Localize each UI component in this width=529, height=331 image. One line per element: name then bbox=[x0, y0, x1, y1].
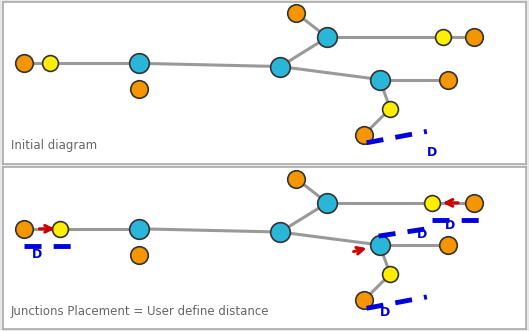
Text: D: D bbox=[427, 146, 437, 159]
Point bbox=[291, 10, 300, 16]
Point bbox=[428, 200, 436, 206]
Point bbox=[56, 226, 65, 231]
Point bbox=[386, 106, 395, 111]
Point bbox=[134, 87, 143, 92]
Text: D: D bbox=[416, 228, 426, 241]
Point bbox=[323, 200, 332, 206]
Point bbox=[360, 298, 368, 303]
Point bbox=[291, 176, 300, 181]
Point bbox=[20, 226, 28, 231]
Text: Initial diagram: Initial diagram bbox=[11, 139, 97, 153]
Point bbox=[20, 61, 28, 66]
Point bbox=[443, 77, 452, 82]
Point bbox=[276, 229, 285, 235]
Text: D: D bbox=[380, 306, 390, 318]
Point bbox=[134, 226, 143, 231]
Text: D: D bbox=[445, 219, 455, 232]
Text: D: D bbox=[31, 248, 42, 261]
Point bbox=[386, 271, 395, 277]
Point bbox=[45, 61, 54, 66]
Point bbox=[360, 132, 368, 137]
Point bbox=[276, 64, 285, 69]
Point bbox=[470, 200, 478, 206]
Text: Junctions Placement = User define distance: Junctions Placement = User define distan… bbox=[11, 305, 269, 318]
Point bbox=[470, 35, 478, 40]
Point bbox=[134, 61, 143, 66]
Point bbox=[376, 77, 384, 82]
Point bbox=[323, 35, 332, 40]
Point bbox=[134, 252, 143, 258]
Point bbox=[443, 242, 452, 248]
Point bbox=[376, 242, 384, 248]
Point bbox=[439, 35, 447, 40]
